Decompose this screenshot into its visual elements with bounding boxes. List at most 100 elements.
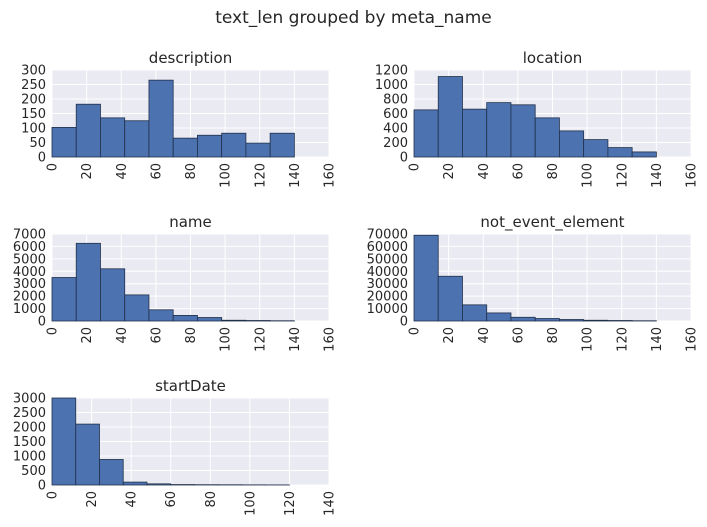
histogram-bar [172,137,198,158]
histogram-bar [510,104,536,158]
histogram-bar [148,309,174,322]
histogram-bar [99,459,124,486]
y-tick-label: 150 [21,107,46,122]
y-tick-label: 0 [38,479,46,494]
x-tick-label: 100 [219,327,234,352]
histogram-bar [462,108,488,158]
x-tick-label: 20 [442,327,457,344]
x-tick-label: 120 [283,491,298,516]
histogram-bar [75,242,101,322]
y-tick-label: 7000 [13,228,46,243]
panel-title: location [523,49,583,67]
histogram-bar [100,117,126,158]
x-tick-label: 120 [615,163,630,188]
x-tick-label: 120 [615,327,630,352]
x-tick-label: 40 [477,163,492,180]
x-tick-label: 60 [149,163,164,180]
y-tick-label: 0 [38,315,46,330]
x-tick-label: 0 [46,491,61,499]
y-tick-label: 1500 [13,435,46,450]
x-tick-label: 40 [115,163,130,180]
y-tick-label: 250 [21,78,46,93]
x-tick-label: 80 [546,163,561,180]
y-tick-label: 800 [383,93,408,108]
histogram-bar [437,275,463,322]
y-tick-label: 600 [383,107,408,122]
y-tick-label: 2000 [13,290,46,305]
histogram-bar [100,268,126,322]
x-tick-label: 100 [581,327,596,352]
y-tick-label: 2500 [13,406,46,421]
x-tick-label: 140 [650,327,665,352]
histogram-bar [437,76,463,158]
histogram-bar [245,142,271,158]
histogram-bar [148,79,174,158]
y-tick-label: 1000 [13,450,46,465]
x-tick-label: 160 [323,163,338,188]
x-tick-label: 0 [408,327,423,335]
histogram-bar [197,317,223,322]
histogram-bar [221,132,247,158]
histogram-bar [631,151,657,158]
x-tick-label: 80 [184,163,199,180]
histogram-bar [75,103,101,158]
y-tick-label: 3000 [13,277,46,292]
x-tick-label: 40 [477,327,492,344]
y-tick-label: 0 [400,151,408,166]
y-tick-label: 300 [21,64,46,79]
y-tick-label: 60000 [367,240,408,255]
panel-title: description [149,49,232,67]
x-tick-label: 80 [204,491,219,508]
panel-title: name [169,213,212,231]
y-tick-label: 4000 [13,265,46,280]
x-tick-label: 80 [546,327,561,344]
y-tick-label: 0 [400,315,408,330]
y-tick-label: 200 [383,136,408,151]
x-tick-label: 40 [115,327,130,344]
histogram-bar [413,109,439,158]
x-tick-label: 20 [442,163,457,180]
x-tick-label: 120 [253,163,268,188]
y-tick-label: 200 [21,93,46,108]
x-tick-label: 100 [219,163,234,188]
histogram-bar [413,234,439,322]
histogram-bar [486,312,512,322]
x-tick-label: 60 [164,491,179,508]
x-tick-label: 140 [288,327,303,352]
x-tick-label: 20 [80,327,95,344]
histogram-bar [146,483,172,486]
y-tick-label: 0 [38,151,46,166]
histogram-bar [486,102,512,158]
y-tick-label: 1200 [375,64,408,79]
y-tick-label: 40000 [367,265,408,280]
y-tick-label: 1000 [13,302,46,317]
histogram-bar [534,117,560,158]
x-tick-label: 60 [511,163,526,180]
y-tick-label: 10000 [367,302,408,317]
y-tick-label: 20000 [367,290,408,305]
y-tick-label: 6000 [13,240,46,255]
x-tick-label: 100 [243,491,258,516]
figure-title: text_len grouped by meta_name [215,8,492,28]
histogram-bar [510,316,536,322]
x-tick-label: 100 [581,163,596,188]
y-tick-label: 5000 [13,252,46,267]
y-tick-label: 500 [21,464,46,479]
histogram-bar [559,130,585,158]
histogram-bar [583,139,609,158]
y-tick-label: 50 [29,136,46,151]
histogram-bar [197,134,223,158]
y-tick-label: 100 [21,122,46,137]
x-tick-label: 80 [184,327,199,344]
histogram-bar [124,294,150,322]
x-tick-label: 140 [288,163,303,188]
y-tick-label: 1000 [375,78,408,93]
x-tick-label: 60 [511,327,526,344]
histogram-bar [607,147,633,158]
panel-title: startDate [155,377,226,395]
histogram-bar [559,319,585,322]
